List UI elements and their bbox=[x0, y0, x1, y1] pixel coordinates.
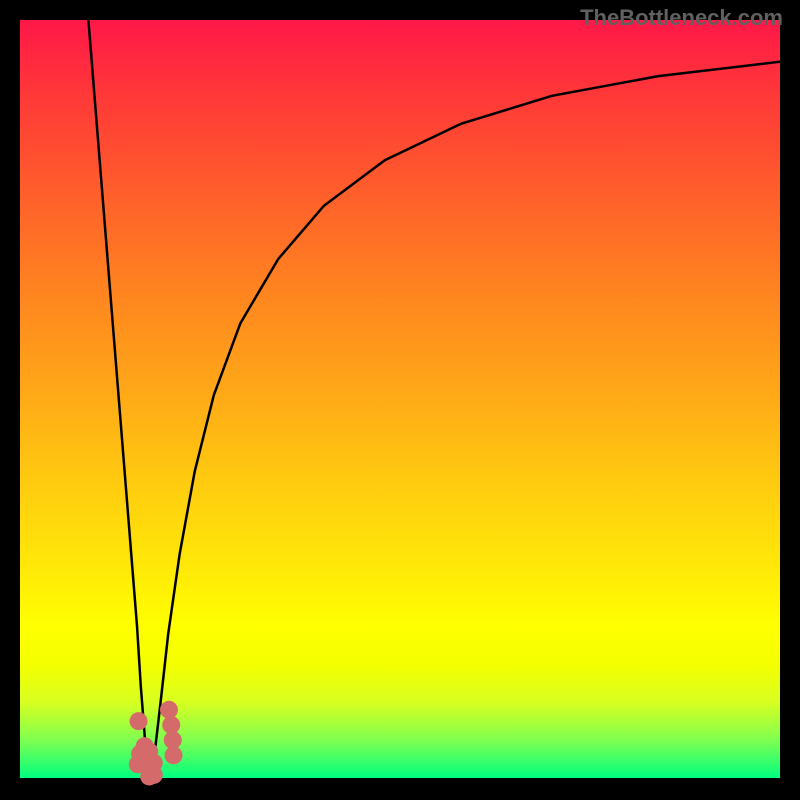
left-curve bbox=[88, 20, 148, 774]
data-point bbox=[165, 746, 183, 764]
data-point bbox=[160, 701, 178, 719]
chart-overlay bbox=[0, 0, 800, 800]
chart-frame: TheBottleneck.com bbox=[0, 0, 800, 800]
data-point bbox=[129, 755, 147, 773]
data-point bbox=[130, 712, 148, 730]
right-curve bbox=[151, 62, 780, 775]
